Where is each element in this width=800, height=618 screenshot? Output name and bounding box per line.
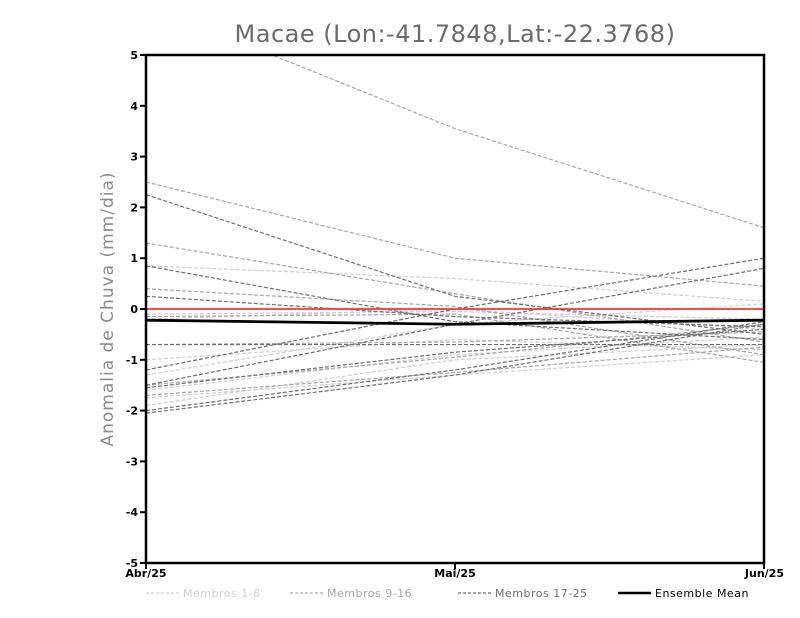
x-tick-label: Mai/25 <box>434 567 475 580</box>
y-axis: 5 4 3 2 1 0 -1 -2 -3 -4 -5 <box>126 49 146 570</box>
series-line-ensemble-mean <box>146 318 764 326</box>
y-tick-label: 5 <box>130 49 138 62</box>
x-tick-label: Jun/25 <box>744 567 784 580</box>
chart-title: Macae (Lon:-41.7848,Lat:-22.3768) <box>235 20 676 48</box>
series-line-member-10 <box>146 181 764 287</box>
series-line-member-17 <box>146 194 764 335</box>
legend-label: Membros 1-8 <box>183 587 261 600</box>
series-line-member-9 <box>270 55 764 229</box>
series-line-member-24 <box>146 321 764 412</box>
series-line-member-4 <box>146 336 764 391</box>
series-line-member-20 <box>146 267 764 386</box>
legend-label: Membros 17-25 <box>495 587 588 600</box>
y-tick-label: -3 <box>126 455 138 468</box>
y-tick-label: 3 <box>130 151 138 164</box>
series-line-member-2 <box>146 338 764 361</box>
y-tick-label: 2 <box>130 201 138 214</box>
series-line-member-23 <box>146 295 764 328</box>
legend: Membros 1-8 Membros 9-16 Membros 17-25 Ense… <box>146 587 749 600</box>
series-line-member-8 <box>146 310 764 320</box>
series-line-member-14 <box>146 323 764 386</box>
legend-label: Membros 9-16 <box>327 587 412 600</box>
y-tick-label: 1 <box>130 252 138 265</box>
y-tick-label: 4 <box>130 100 138 113</box>
series-line-member-15 <box>146 288 764 356</box>
y-axis-label: Anomalia de Chuva (mm/dia) <box>98 171 118 446</box>
series-line-member-12 <box>146 331 764 346</box>
y-tick-label: -5 <box>126 557 138 570</box>
series-line-member-11 <box>146 242 764 343</box>
series-line-member-16 <box>146 313 764 363</box>
x-tick-label: Abr/25 <box>125 567 166 580</box>
x-axis: Abr/25 Mai/25 Jun/25 <box>125 563 784 580</box>
series-line-member-13 <box>146 346 764 396</box>
series-line-member-1 <box>146 265 764 302</box>
series-line-member-25 <box>146 328 764 389</box>
y-tick-label: -4 <box>126 506 139 519</box>
series-line-member-7 <box>146 343 764 407</box>
y-tick-label: 0 <box>130 303 138 316</box>
y-tick-label: -1 <box>126 354 138 367</box>
series-layer <box>146 55 764 414</box>
series-line-member-21 <box>146 323 764 414</box>
series-line-member-18 <box>146 265 764 341</box>
y-tick-label: -2 <box>126 405 138 418</box>
plot-frame <box>144 53 766 565</box>
legend-label: Ensemble Mean <box>655 587 749 600</box>
